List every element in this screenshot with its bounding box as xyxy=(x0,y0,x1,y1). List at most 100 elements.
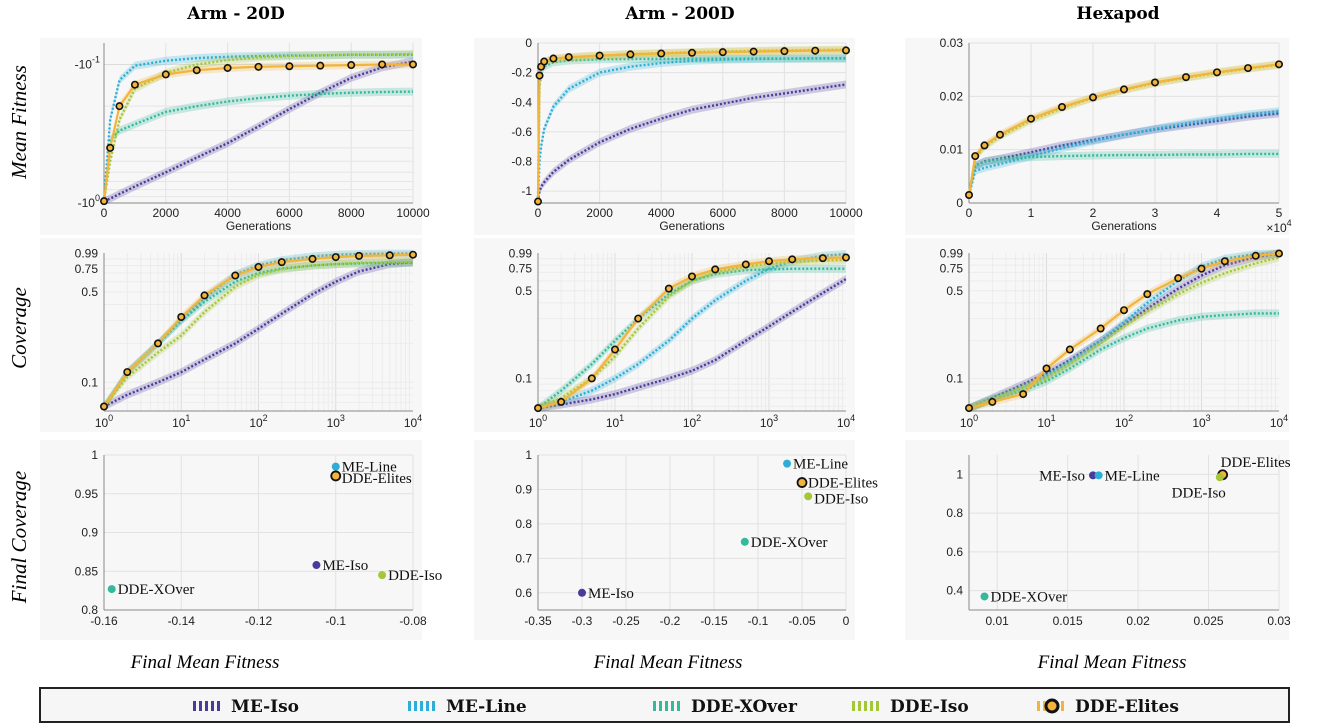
scatter-point-DDE-XOver xyxy=(980,592,989,601)
y-tick-label: 0.1 xyxy=(946,371,963,385)
x-tick-label: 102 xyxy=(683,413,701,430)
scatter-point-DDE-Iso xyxy=(804,492,813,501)
mf0-line-ME-Line xyxy=(102,53,413,202)
y-tick-label: 0.8 xyxy=(946,506,963,520)
mf2-marker-DDE-Elites xyxy=(964,191,973,200)
scatter-point-DDE-XOver xyxy=(740,537,749,546)
x-tick-label: 6000 xyxy=(709,206,736,220)
legend-label: DDE-XOver xyxy=(691,697,798,717)
x-tick-label: 4000 xyxy=(648,206,675,220)
scatter-label-ME-Line: ME-Line xyxy=(1105,468,1160,484)
coverage-panel-0: 0.1 0.5 0.750.99 100 101 102 103 104 xyxy=(40,238,422,432)
cov1-marker-DDE-Elites xyxy=(533,404,542,413)
y-tick-label: 0.85 xyxy=(75,564,99,578)
cov1-marker-DDE-Elites xyxy=(664,284,673,293)
y-tick-label: 0.1 xyxy=(81,375,98,389)
x-tick-label: 0.02 xyxy=(1126,614,1150,628)
cov2-marker-DDE-Elites xyxy=(988,397,997,406)
x-tick-label: -0.15 xyxy=(700,614,728,628)
scatter-point-ME-Line xyxy=(783,459,792,468)
cov0-marker-DDE-Elites xyxy=(254,262,263,271)
mf1-band-DDE-Iso xyxy=(538,45,846,206)
x-axis-label: Generations xyxy=(1091,219,1156,233)
scatter-label-DDE-Iso: DDE-Iso xyxy=(814,491,868,507)
cov0-marker-DDE-Elites xyxy=(200,291,209,300)
y-tick-label: 0.99 xyxy=(75,247,99,261)
x-tick-label: 5 xyxy=(1276,206,1283,220)
cov1-marker-DDE-Elites xyxy=(687,272,696,281)
mf1-marker-DDE-Elites xyxy=(533,197,542,206)
mf2-marker-DDE-Elites xyxy=(1275,60,1284,69)
y-tick-label: 0.95 xyxy=(75,487,99,501)
x-tick-label: 0 xyxy=(843,614,850,628)
x-tick-label: 10000 xyxy=(829,206,863,220)
x-tick-label: -0.1 xyxy=(748,614,769,628)
y-tick-label: 0.75 xyxy=(75,262,99,276)
mf1-marker-DDE-Elites xyxy=(811,46,820,55)
mf2-line-DDE-XOver xyxy=(967,152,1279,196)
coverage-panel-2: 0.1 0.5 0.750.99 100 101 102 103 104 xyxy=(905,238,1289,432)
mf2-marker-DDE-Elites xyxy=(1089,93,1098,102)
legend-entry-DDE-Iso: DDE-Iso xyxy=(852,697,969,717)
mf0-band-ME-Line xyxy=(104,50,413,206)
mf1-marker-DDE-Elites xyxy=(540,57,549,66)
mf1-marker-DDE-Elites xyxy=(657,49,666,58)
x-tick-label: -0.08 xyxy=(399,614,427,628)
x-tick-label: 10000 xyxy=(396,206,430,220)
mf2-marker-DDE-Elites xyxy=(1120,85,1129,94)
cov0-marker-DDE-Elites xyxy=(308,254,317,263)
column-title-2: Hexapod xyxy=(1076,4,1159,24)
x-tick-label: 1 xyxy=(1028,206,1035,220)
y-tick-label: 0.01 xyxy=(940,143,964,157)
x-tick-label: 102 xyxy=(1115,413,1133,430)
mean-fitness-panel-2: 0 1 2 3 4 5 0 0.01 0.02 0.03 Generations ×104 xyxy=(905,36,1292,235)
y-tick-label: 0.99 xyxy=(940,247,964,261)
scatter-point-DDE-Iso xyxy=(378,571,387,580)
legend-entry-ME-Iso: ME-Iso xyxy=(193,697,299,717)
mf2-marker-DDE-Elites xyxy=(971,152,980,161)
y-tick-label: 0.03 xyxy=(940,36,964,50)
y-tick-label: 0.02 xyxy=(940,89,964,103)
scatter-label-ME-Iso: ME-Iso xyxy=(588,586,634,602)
y-tick-label: -0.4 xyxy=(511,95,532,109)
scatter-label-ME-Iso: ME-Iso xyxy=(1039,468,1085,484)
mf0-marker-DDE-Elites xyxy=(100,197,109,206)
legend-entry-ME-Line: ME-Line xyxy=(408,697,527,717)
x-axis-label: Generations xyxy=(659,219,724,233)
mf0-marker-DDE-Elites xyxy=(115,102,124,111)
mf0-marker-DDE-Elites xyxy=(285,62,294,71)
scatter-point-DDE-Elites xyxy=(330,470,342,482)
cov1-marker-DDE-Elites xyxy=(818,254,827,263)
scatter-point-ME-Line xyxy=(1094,471,1103,480)
cov0-band-DDE-Elites xyxy=(104,250,413,411)
scatter-label-DDE-Iso: DDE-Iso xyxy=(388,568,442,584)
cov2-marker-DDE-Elites xyxy=(1019,390,1028,399)
y-tick-label: -0.2 xyxy=(511,66,532,80)
mf2-marker-DDE-Elites xyxy=(1151,78,1160,87)
mf0-marker-DDE-Elites xyxy=(316,61,325,70)
final-panel-1: -0.35 -0.3 -0.25 -0.2 -0.15 -0.1 -0.05 0 0.6 0.7 0… xyxy=(474,440,878,640)
cov0-line-DDE-Iso xyxy=(103,260,413,408)
cov2-marker-DDE-Elites xyxy=(1220,257,1229,266)
x-tick-label: -0.25 xyxy=(612,614,640,628)
x-tick-label: 101 xyxy=(1037,413,1055,430)
legend-label: ME-Iso xyxy=(231,697,299,717)
y-tick-label: 0.8 xyxy=(81,603,98,617)
legend-box xyxy=(39,687,1290,723)
y-tick-label: 1 xyxy=(956,467,963,481)
x-tick-label: -0.1 xyxy=(325,614,346,628)
cov2-marker-DDE-Elites xyxy=(1197,264,1206,273)
cov0-marker-DDE-Elites xyxy=(153,339,162,348)
cov1-marker-DDE-Elites xyxy=(788,255,797,264)
mf1-marker-DDE-Elites xyxy=(841,46,850,55)
cov0-marker-DDE-Elites xyxy=(123,368,132,377)
scatter-label-DDE-XOver: DDE-XOver xyxy=(118,582,195,598)
bottom-xlabel-1: Final Mean Fitness xyxy=(593,652,743,673)
y-tick-label: -0.8 xyxy=(511,155,532,169)
cov0-line-DDE-XOver xyxy=(103,261,413,408)
y-tick-label: 1 xyxy=(525,448,532,462)
mf2-marker-DDE-Elites xyxy=(980,141,989,150)
mf1-marker-DDE-Elites xyxy=(749,47,758,56)
x-tick-label: 104 xyxy=(837,413,855,430)
cov1-marker-DDE-Elites xyxy=(634,314,643,323)
